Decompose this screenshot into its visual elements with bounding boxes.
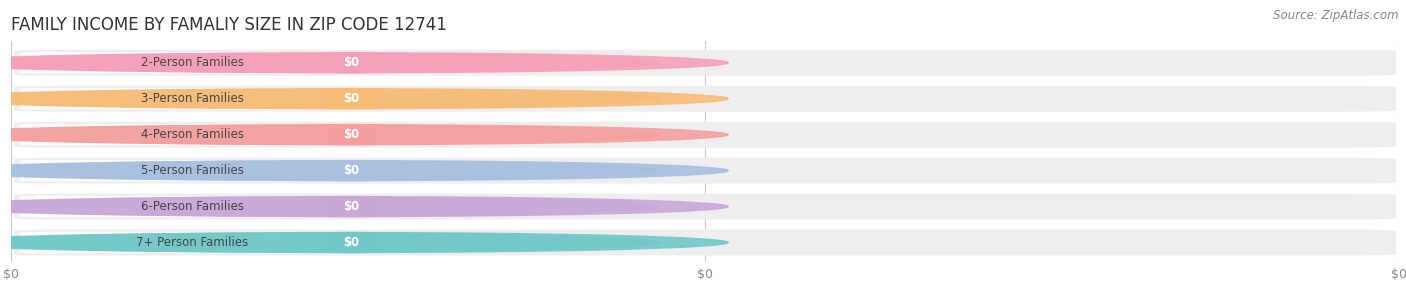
Circle shape: [0, 89, 659, 108]
Circle shape: [0, 89, 728, 109]
FancyBboxPatch shape: [20, 232, 318, 253]
Circle shape: [0, 125, 728, 145]
FancyBboxPatch shape: [323, 232, 380, 253]
FancyBboxPatch shape: [14, 158, 1396, 184]
Text: $0: $0: [343, 200, 360, 213]
FancyBboxPatch shape: [20, 124, 318, 145]
FancyBboxPatch shape: [14, 194, 1396, 220]
FancyBboxPatch shape: [20, 196, 318, 217]
Text: $0: $0: [343, 56, 360, 69]
Circle shape: [0, 161, 659, 180]
Text: 6-Person Families: 6-Person Families: [141, 200, 245, 213]
Text: 5-Person Families: 5-Person Families: [141, 164, 245, 177]
Circle shape: [0, 53, 728, 73]
Circle shape: [0, 197, 659, 216]
Circle shape: [0, 233, 659, 252]
Circle shape: [0, 233, 728, 253]
FancyBboxPatch shape: [323, 196, 380, 217]
Text: 3-Person Families: 3-Person Families: [141, 92, 245, 105]
Text: 2-Person Families: 2-Person Families: [141, 56, 245, 69]
Text: $0: $0: [343, 164, 360, 177]
Circle shape: [0, 125, 659, 144]
Circle shape: [0, 161, 728, 181]
FancyBboxPatch shape: [20, 88, 318, 109]
Circle shape: [0, 53, 659, 72]
FancyBboxPatch shape: [323, 160, 380, 181]
FancyBboxPatch shape: [20, 52, 318, 74]
Text: 4-Person Families: 4-Person Families: [141, 128, 245, 141]
FancyBboxPatch shape: [20, 160, 318, 181]
Text: $0: $0: [343, 92, 360, 105]
Circle shape: [0, 197, 728, 217]
FancyBboxPatch shape: [323, 52, 380, 74]
FancyBboxPatch shape: [14, 122, 1396, 148]
FancyBboxPatch shape: [323, 88, 380, 109]
Text: FAMILY INCOME BY FAMALIY SIZE IN ZIP CODE 12741: FAMILY INCOME BY FAMALIY SIZE IN ZIP COD…: [11, 16, 447, 34]
FancyBboxPatch shape: [14, 86, 1396, 112]
Text: $0: $0: [343, 128, 360, 141]
FancyBboxPatch shape: [14, 230, 1396, 256]
FancyBboxPatch shape: [323, 124, 380, 145]
Text: 7+ Person Families: 7+ Person Families: [136, 236, 249, 249]
Text: Source: ZipAtlas.com: Source: ZipAtlas.com: [1274, 9, 1399, 22]
Text: $0: $0: [343, 236, 360, 249]
FancyBboxPatch shape: [14, 50, 1396, 76]
